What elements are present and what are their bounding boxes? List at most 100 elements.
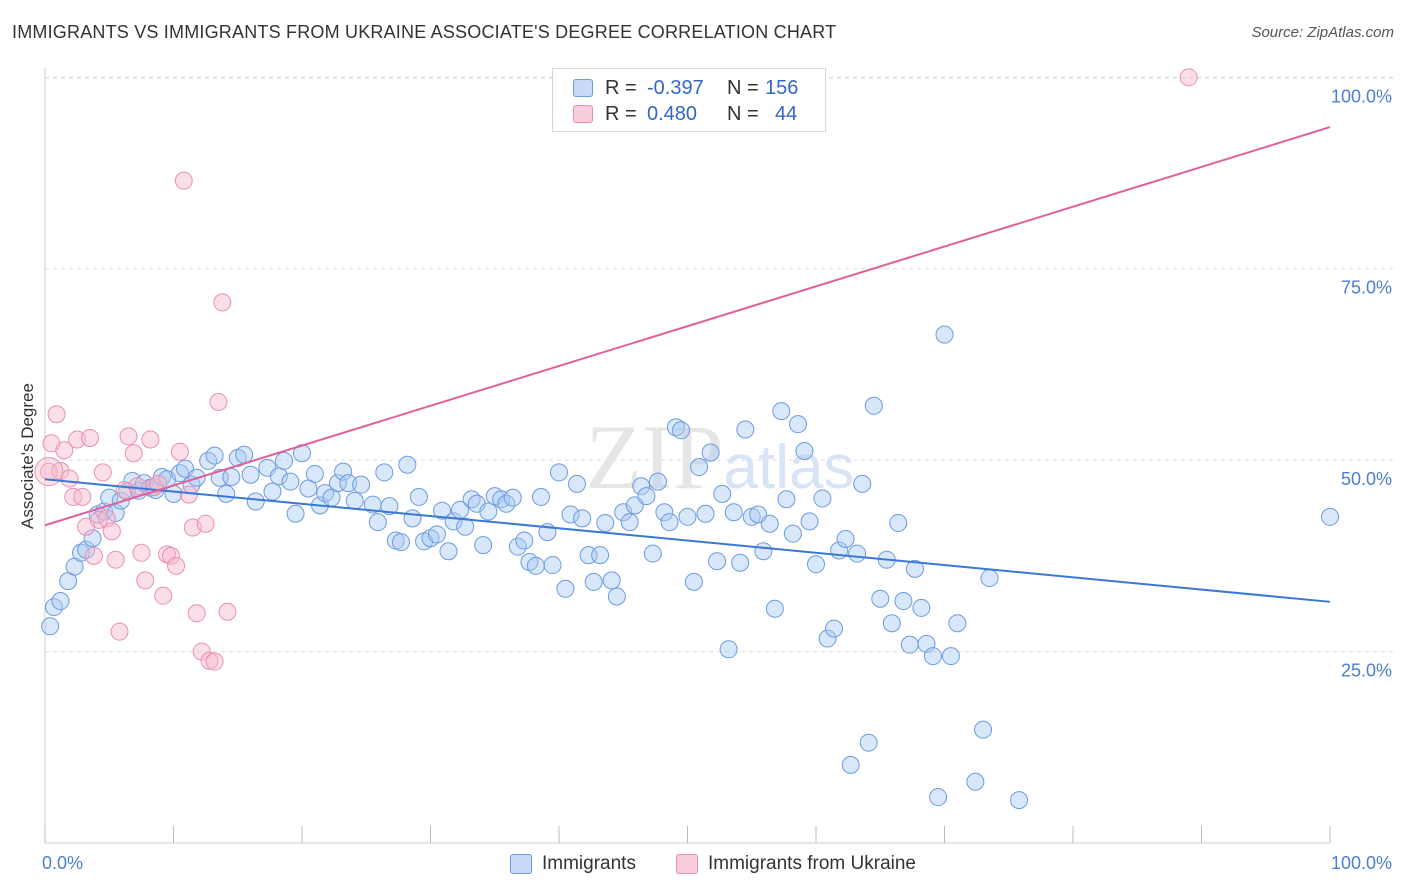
- immigrants-point: [1321, 507, 1339, 526]
- ukraine-point: [196, 514, 215, 533]
- ukraine-point: [200, 651, 219, 670]
- y-tick-label: 25.0%: [1341, 661, 1392, 681]
- immigrants-point: [409, 487, 428, 506]
- immigrants-point: [456, 517, 475, 536]
- immigrants-point: [760, 514, 779, 533]
- immigrants-point: [666, 418, 685, 437]
- immigrants-point: [859, 733, 878, 752]
- ukraine-point: [136, 571, 155, 590]
- ukraine-point: [174, 171, 193, 190]
- immigrants-point: [567, 474, 586, 493]
- ukraine-point: [1179, 68, 1198, 87]
- tick-labels: 25.0% 50.0% 75.0% 100.0% 0.0% 100.0%: [42, 86, 1392, 873]
- immigrants-point: [929, 788, 948, 807]
- immigrants-point: [684, 572, 703, 591]
- legend-row-immigrants: R = -0.397 N = 156: [573, 75, 798, 101]
- ukraine-point: [154, 586, 173, 605]
- immigrants-point: [789, 415, 808, 434]
- immigrants-point: [974, 720, 993, 739]
- immigrants-point: [41, 617, 60, 636]
- ukraine-point: [179, 485, 198, 504]
- immigrants-point: [813, 489, 832, 508]
- ukraine-point: [205, 652, 224, 671]
- immigrants-point: [339, 474, 358, 493]
- ukraine-point: [218, 602, 237, 621]
- immigrants-point: [948, 614, 967, 633]
- immigrants-point: [719, 640, 738, 659]
- immigrants-point: [783, 524, 802, 543]
- immigrants-point: [503, 488, 522, 507]
- immigrants-point: [246, 492, 265, 511]
- trend-lines: [44, 126, 1331, 603]
- immigrants-point: [602, 571, 621, 590]
- immigrants-point: [83, 529, 102, 548]
- immigrants-point: [222, 468, 241, 487]
- immigrants-point: [391, 533, 410, 552]
- immigrants-point: [403, 509, 422, 528]
- immigrants-point: [614, 503, 633, 522]
- points: [34, 68, 1339, 810]
- immigrants-point: [848, 544, 867, 563]
- immigrants-point: [648, 472, 667, 491]
- bottom-legend-immigrants: Immigrants: [510, 851, 636, 877]
- ukraine-point: [209, 392, 228, 411]
- ukraine-point: [187, 604, 206, 623]
- legend-r-label: R =: [605, 76, 637, 99]
- immigrants-point: [275, 451, 294, 470]
- ukraine-point: [89, 510, 108, 529]
- immigrants-point: [736, 420, 755, 439]
- legend-r-value: -0.397: [647, 76, 704, 99]
- ukraine-point: [119, 427, 138, 446]
- ukraine-point: [170, 442, 189, 461]
- immigrants-trend-line: [44, 478, 1331, 603]
- immigrants-point: [217, 484, 236, 503]
- bottom-legend-ukraine: Immigrants from Ukraine: [676, 851, 916, 877]
- immigrants-point: [474, 536, 493, 555]
- ukraine-point: [124, 444, 143, 463]
- immigrants-point: [894, 592, 913, 611]
- immigrants-point: [941, 647, 960, 666]
- immigrants-point: [123, 471, 142, 490]
- legend-swatch-pink: [573, 105, 593, 123]
- immigrants-point: [643, 544, 662, 563]
- immigrants-point: [765, 599, 784, 618]
- y-tick-label: 100.0%: [1331, 86, 1392, 106]
- ukraine-point: [47, 405, 66, 424]
- ukraine-point: [192, 642, 211, 661]
- immigrants-point: [807, 555, 825, 574]
- y-tick-label: 75.0%: [1341, 278, 1392, 298]
- immigrants-point: [328, 474, 347, 493]
- immigrants-point: [620, 513, 639, 532]
- immigrants-point: [777, 490, 796, 509]
- immigrants-point: [632, 477, 651, 496]
- ukraine-trend-line: [44, 126, 1331, 527]
- immigrants-point: [841, 755, 860, 774]
- immigrants-point: [607, 587, 626, 606]
- immigrants-point: [241, 465, 260, 484]
- immigrants-point: [701, 443, 720, 462]
- immigrants-point: [853, 474, 872, 493]
- immigrants-point: [1010, 791, 1029, 810]
- bottom-legend-label: Immigrants from Ukraine: [708, 853, 916, 874]
- immigrants-point: [905, 559, 924, 578]
- immigrants-point: [596, 513, 615, 532]
- legend-n-label: N =: [727, 76, 759, 99]
- ukraine-point: [84, 546, 103, 565]
- immigrants-point: [690, 458, 709, 477]
- immigrants-point: [818, 629, 837, 648]
- ukraine-point: [161, 546, 180, 565]
- immigrants-point: [316, 484, 335, 503]
- immigrants-point: [263, 482, 282, 501]
- immigrants-point: [439, 542, 458, 561]
- immigrants-point: [754, 542, 773, 561]
- ukraine-point: [93, 463, 112, 482]
- immigrants-point: [286, 504, 305, 523]
- immigrants-point: [800, 512, 819, 531]
- immigrants-point: [515, 531, 534, 550]
- immigrants-point: [305, 464, 324, 483]
- legend-r-value: 0.480: [647, 102, 698, 125]
- ukraine-point: [110, 622, 129, 641]
- legend-r-label: R =: [605, 102, 637, 125]
